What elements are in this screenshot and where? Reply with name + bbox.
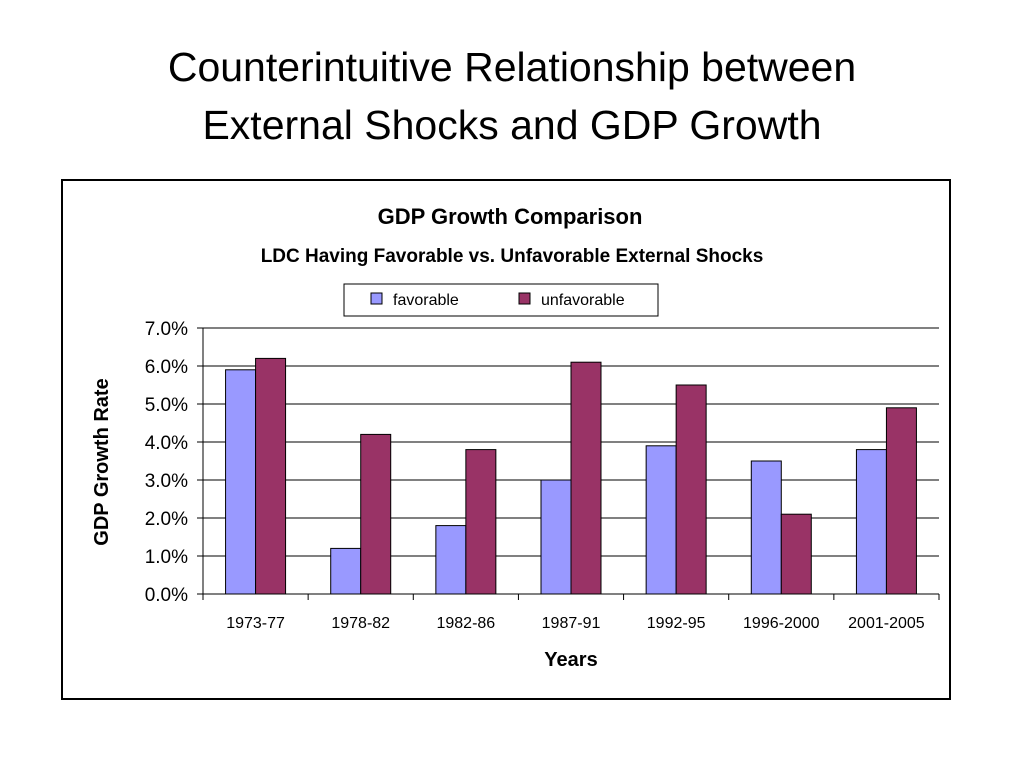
bar-favorable-1978-82: [330, 547, 362, 595]
chart-subtitle: LDC Having Favorable vs. Unfavorable Ext…: [261, 246, 764, 267]
y-tick-label: 7.0%: [145, 319, 188, 340]
gdp-bar-chart: GDP Growth Comparison LDC Having Favorab…: [91, 204, 940, 671]
bar-favorable-1982-86: [435, 525, 467, 595]
slide-title: Counterintuitive Relationship between Ex…: [0, 38, 1024, 154]
bar-unfavorable-1996-2000: [780, 513, 812, 595]
y-tick-label: 2.0%: [145, 509, 188, 530]
y-tick-label: 5.0%: [145, 395, 188, 416]
bar-unfavorable-1992-95: [675, 384, 707, 595]
y-tick-label: 4.0%: [145, 433, 188, 454]
x-tick-label: 1978-82: [331, 615, 390, 632]
bar-favorable-1987-91: [540, 479, 572, 595]
x-axis-title: Years: [544, 649, 597, 671]
x-tick-label: 1973-77: [226, 615, 285, 632]
bar-favorable-1992-95: [645, 445, 677, 595]
bar-unfavorable-1973-77: [255, 357, 287, 595]
bar-unfavorable-2001-2005: [885, 407, 917, 595]
legend-label-unfavorable: unfavorable: [541, 292, 625, 309]
legend: favorable unfavorable: [343, 283, 659, 317]
chart-frame: GDP Growth Comparison LDC Having Favorab…: [61, 179, 951, 700]
x-tick-label: 1992-95: [647, 615, 706, 632]
bar-favorable-1973-77: [225, 369, 257, 595]
legend-label-favorable: favorable: [393, 292, 459, 309]
chart-title: GDP Growth Comparison: [378, 204, 643, 229]
legend-box: [343, 283, 659, 317]
bar-favorable-2001-2005: [855, 449, 887, 595]
slide-title-line-2: External Shocks and GDP Growth: [202, 102, 822, 148]
legend-swatch-favorable: [370, 292, 383, 305]
y-tick-label: 6.0%: [145, 357, 188, 378]
bar-unfavorable-1987-91: [570, 361, 602, 595]
bar-unfavorable-1978-82: [360, 433, 392, 595]
x-tick-label: 1996-2000: [743, 615, 820, 632]
plot-area: 0.0% 1.0% 2.0% 3.0% 4.0% 5.0% 6.0% 7.0% 1973-77 1…: [145, 319, 940, 632]
x-tick-label: 1987-91: [542, 615, 601, 632]
y-tick-label: 3.0%: [145, 471, 188, 492]
bar-unfavorable-1982-86: [465, 449, 497, 595]
bar-favorable-1996-2000: [750, 460, 782, 595]
x-tick-label: 1982-86: [436, 615, 495, 632]
legend-swatch-unfavorable: [518, 292, 531, 305]
slide-title-line-1: Counterintuitive Relationship between: [167, 44, 857, 90]
x-tick-label: 2001-2005: [848, 615, 925, 632]
y-axis-title: GDP Growth Rate: [91, 378, 113, 545]
y-tick-label: 0.0%: [145, 585, 188, 606]
y-tick-label: 1.0%: [145, 547, 188, 568]
